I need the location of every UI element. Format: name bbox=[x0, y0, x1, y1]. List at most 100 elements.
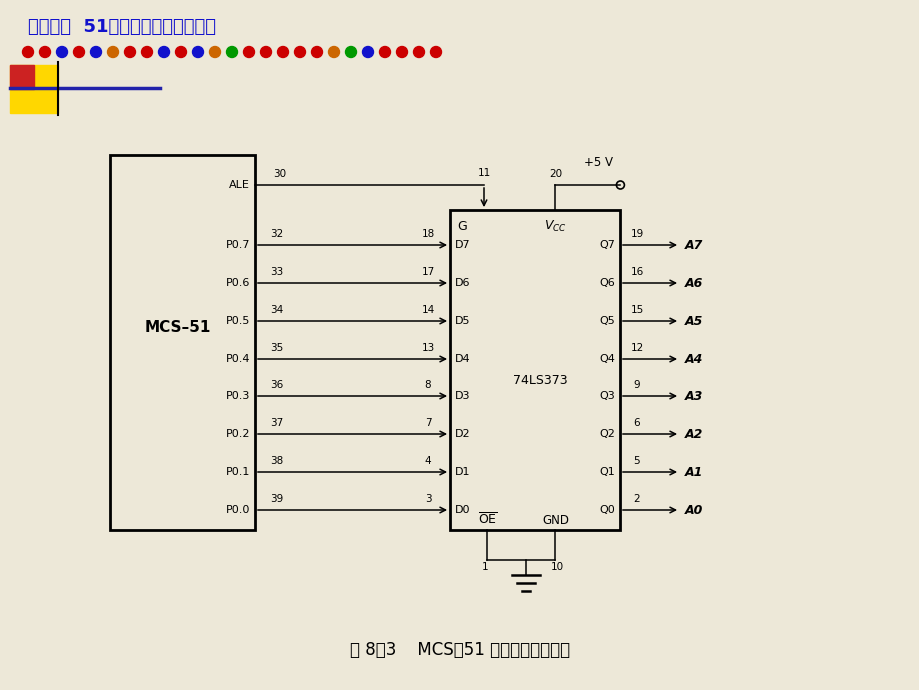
Circle shape bbox=[108, 46, 119, 57]
Text: 7: 7 bbox=[425, 418, 431, 428]
Text: MCS–51: MCS–51 bbox=[144, 320, 210, 335]
Text: Q0: Q0 bbox=[598, 505, 614, 515]
Circle shape bbox=[192, 46, 203, 57]
Circle shape bbox=[362, 46, 373, 57]
Circle shape bbox=[22, 46, 33, 57]
Text: D7: D7 bbox=[455, 240, 471, 250]
Circle shape bbox=[244, 46, 255, 57]
Text: 1: 1 bbox=[482, 562, 488, 572]
Text: 34: 34 bbox=[270, 305, 283, 315]
Bar bbox=[449, 210, 619, 530]
Circle shape bbox=[278, 46, 289, 57]
Text: Q7: Q7 bbox=[598, 240, 614, 250]
Text: D2: D2 bbox=[455, 429, 471, 439]
Text: G: G bbox=[457, 219, 466, 233]
Text: D0: D0 bbox=[455, 505, 470, 515]
Circle shape bbox=[260, 46, 271, 57]
Text: 17: 17 bbox=[421, 267, 434, 277]
Text: Q5: Q5 bbox=[598, 316, 614, 326]
Text: 3: 3 bbox=[425, 494, 431, 504]
Text: 2: 2 bbox=[633, 494, 640, 504]
Text: 37: 37 bbox=[270, 418, 283, 428]
Bar bbox=[110, 155, 255, 530]
Circle shape bbox=[312, 46, 323, 57]
Circle shape bbox=[90, 46, 101, 57]
Text: 33: 33 bbox=[270, 267, 283, 277]
Circle shape bbox=[226, 46, 237, 57]
Text: Q6: Q6 bbox=[598, 278, 614, 288]
Text: 6: 6 bbox=[633, 418, 640, 428]
Text: 18: 18 bbox=[421, 229, 434, 239]
Text: GND: GND bbox=[541, 513, 568, 526]
Circle shape bbox=[74, 46, 85, 57]
Text: D4: D4 bbox=[455, 354, 471, 364]
Text: Q2: Q2 bbox=[598, 429, 614, 439]
Text: Q3: Q3 bbox=[598, 391, 614, 401]
Text: A5: A5 bbox=[685, 315, 703, 328]
Text: D3: D3 bbox=[455, 391, 470, 401]
Text: D6: D6 bbox=[455, 278, 470, 288]
Text: 15: 15 bbox=[630, 305, 643, 315]
Circle shape bbox=[40, 46, 51, 57]
Text: D1: D1 bbox=[455, 467, 470, 477]
Text: Q4: Q4 bbox=[598, 354, 614, 364]
Text: 图 8－3    MCS－51 地址总线扩展电路: 图 8－3 MCS－51 地址总线扩展电路 bbox=[349, 641, 570, 659]
Circle shape bbox=[346, 46, 357, 57]
Text: A1: A1 bbox=[685, 466, 703, 478]
Text: 38: 38 bbox=[270, 456, 283, 466]
Text: +5 V: +5 V bbox=[584, 156, 612, 169]
Text: 35: 35 bbox=[270, 343, 283, 353]
Text: A4: A4 bbox=[685, 353, 703, 366]
Circle shape bbox=[396, 46, 407, 57]
Text: 30: 30 bbox=[273, 169, 286, 179]
Circle shape bbox=[142, 46, 153, 57]
Text: P0.1: P0.1 bbox=[225, 467, 250, 477]
Text: A3: A3 bbox=[685, 389, 703, 402]
Text: 32: 32 bbox=[270, 229, 283, 239]
Text: A2: A2 bbox=[685, 428, 703, 440]
Text: P0.7: P0.7 bbox=[225, 240, 250, 250]
Text: 20: 20 bbox=[549, 169, 562, 179]
Text: 11: 11 bbox=[477, 168, 490, 178]
Text: 5: 5 bbox=[633, 456, 640, 466]
Text: 13: 13 bbox=[421, 343, 434, 353]
Text: 12: 12 bbox=[630, 343, 643, 353]
Text: P0.3: P0.3 bbox=[225, 391, 250, 401]
Circle shape bbox=[430, 46, 441, 57]
Circle shape bbox=[380, 46, 390, 57]
Text: D5: D5 bbox=[455, 316, 470, 326]
Bar bbox=[10, 65, 58, 113]
Text: P0.6: P0.6 bbox=[225, 278, 250, 288]
Circle shape bbox=[158, 46, 169, 57]
Circle shape bbox=[294, 46, 305, 57]
Circle shape bbox=[124, 46, 135, 57]
Text: A0: A0 bbox=[685, 504, 703, 517]
Text: $V_{CC}$: $V_{CC}$ bbox=[543, 219, 566, 233]
Text: 9: 9 bbox=[633, 380, 640, 390]
Text: 14: 14 bbox=[421, 305, 434, 315]
Text: P0.4: P0.4 bbox=[225, 354, 250, 364]
Text: P0.2: P0.2 bbox=[225, 429, 250, 439]
Text: $\overline{\mathrm{OE}}$: $\overline{\mathrm{OE}}$ bbox=[477, 512, 497, 528]
Text: 19: 19 bbox=[630, 229, 643, 239]
Text: 8: 8 bbox=[425, 380, 431, 390]
Text: 39: 39 bbox=[270, 494, 283, 504]
Bar bbox=[10, 65, 34, 89]
Circle shape bbox=[56, 46, 67, 57]
Text: P0.5: P0.5 bbox=[225, 316, 250, 326]
Text: Q1: Q1 bbox=[598, 467, 614, 477]
Circle shape bbox=[210, 46, 221, 57]
Text: 16: 16 bbox=[630, 267, 643, 277]
Text: 4: 4 bbox=[425, 456, 431, 466]
Text: A6: A6 bbox=[685, 277, 703, 290]
Circle shape bbox=[328, 46, 339, 57]
Circle shape bbox=[176, 46, 187, 57]
Text: 【第八章  51单片机存储器的设计】: 【第八章 51单片机存储器的设计】 bbox=[28, 18, 216, 36]
Text: P0.0: P0.0 bbox=[225, 505, 250, 515]
Text: 10: 10 bbox=[550, 562, 563, 572]
Text: A7: A7 bbox=[685, 239, 703, 251]
Text: 74LS373: 74LS373 bbox=[512, 373, 567, 386]
Text: ALE: ALE bbox=[229, 180, 250, 190]
Text: 36: 36 bbox=[270, 380, 283, 390]
Circle shape bbox=[413, 46, 424, 57]
